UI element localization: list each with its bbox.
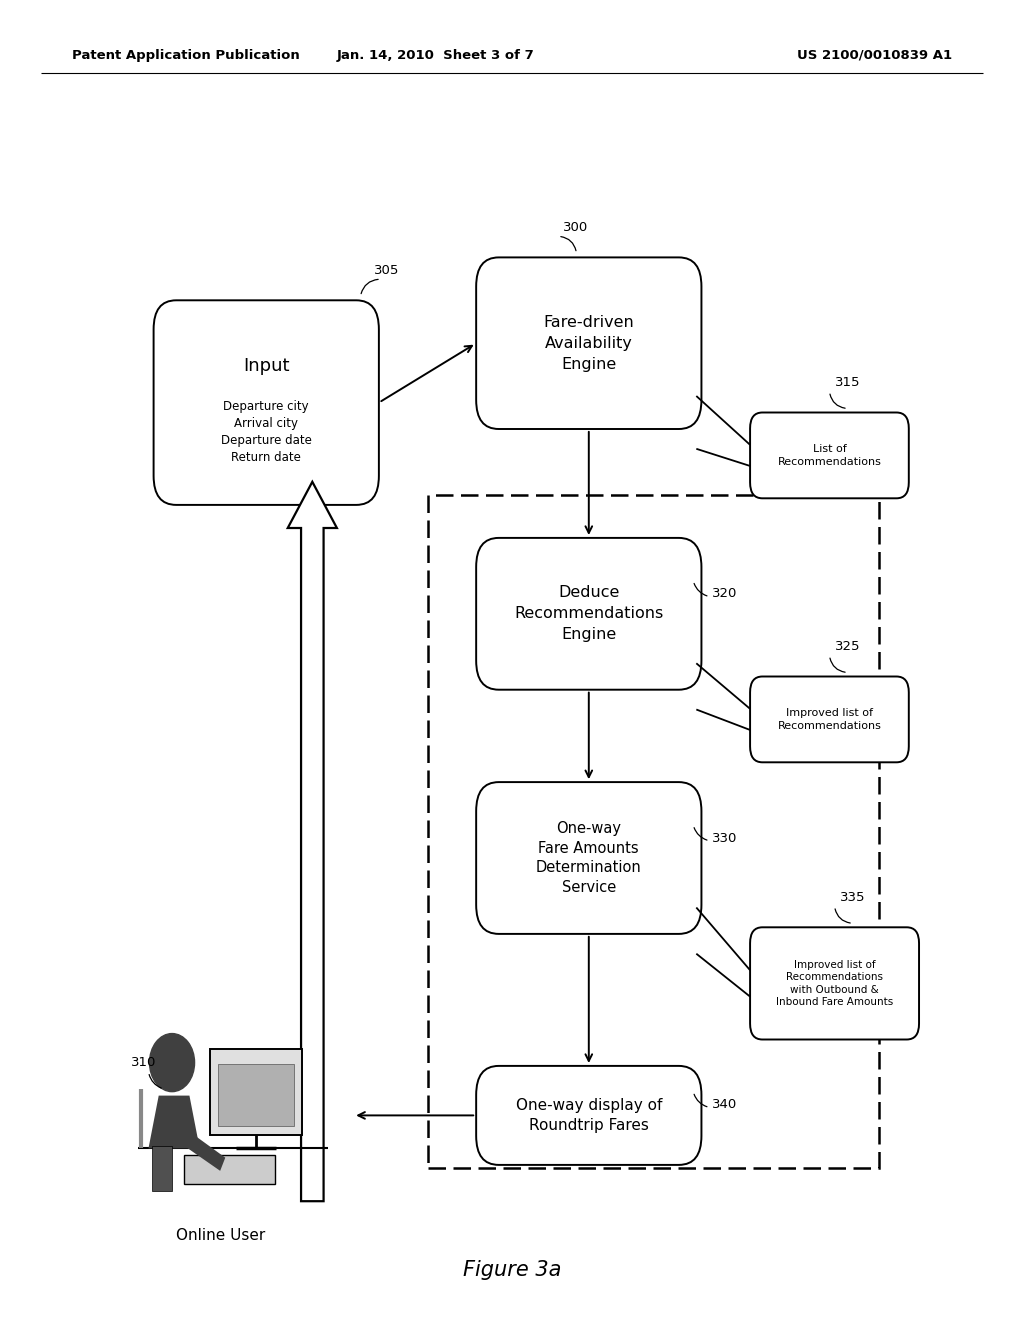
Text: Fare-driven
Availability
Engine: Fare-driven Availability Engine — [544, 314, 634, 372]
Polygon shape — [148, 1096, 200, 1148]
Text: List of
Recommendations: List of Recommendations — [777, 445, 882, 466]
Circle shape — [150, 1034, 195, 1092]
Text: US 2100/0010839 A1: US 2100/0010839 A1 — [798, 49, 952, 62]
Text: Input: Input — [243, 356, 290, 375]
Bar — [218, 1064, 294, 1126]
FancyBboxPatch shape — [750, 676, 909, 763]
Text: 325: 325 — [835, 640, 860, 652]
Text: 340: 340 — [712, 1098, 737, 1111]
Text: 335: 335 — [840, 891, 865, 903]
FancyBboxPatch shape — [154, 301, 379, 506]
Text: 315: 315 — [835, 376, 860, 388]
Text: 310: 310 — [131, 1056, 157, 1069]
Text: Figure 3a: Figure 3a — [463, 1259, 561, 1280]
Text: Departure city
Arrival city
Departure date
Return date: Departure city Arrival city Departure da… — [221, 400, 311, 463]
FancyBboxPatch shape — [476, 257, 701, 429]
Text: Patent Application Publication: Patent Application Publication — [72, 49, 299, 62]
FancyBboxPatch shape — [184, 1155, 275, 1184]
FancyBboxPatch shape — [750, 927, 920, 1040]
Text: Jan. 14, 2010  Sheet 3 of 7: Jan. 14, 2010 Sheet 3 of 7 — [336, 49, 535, 62]
Bar — [428, 495, 879, 1168]
FancyBboxPatch shape — [476, 1067, 701, 1166]
Polygon shape — [162, 1109, 225, 1171]
Polygon shape — [152, 1146, 172, 1191]
FancyBboxPatch shape — [750, 412, 909, 498]
Text: One-way display of
Roundtrip Fares: One-way display of Roundtrip Fares — [516, 1098, 662, 1133]
FancyBboxPatch shape — [476, 539, 701, 689]
FancyArrow shape — [288, 482, 337, 1201]
Text: 330: 330 — [712, 832, 737, 845]
Text: Online User: Online User — [175, 1228, 265, 1242]
Text: Deduce
Recommendations
Engine: Deduce Recommendations Engine — [514, 585, 664, 643]
Text: Improved list of
Recommendations
with Outbound &
Inbound Fare Amounts: Improved list of Recommendations with Ou… — [776, 960, 893, 1007]
Text: Improved list of
Recommendations: Improved list of Recommendations — [777, 709, 882, 730]
Text: 300: 300 — [563, 220, 589, 234]
Text: One-way
Fare Amounts
Determination
Service: One-way Fare Amounts Determination Servi… — [536, 821, 642, 895]
Bar — [210, 1049, 302, 1135]
FancyBboxPatch shape — [476, 781, 701, 935]
Text: 320: 320 — [712, 587, 737, 601]
Text: 305: 305 — [374, 264, 399, 277]
